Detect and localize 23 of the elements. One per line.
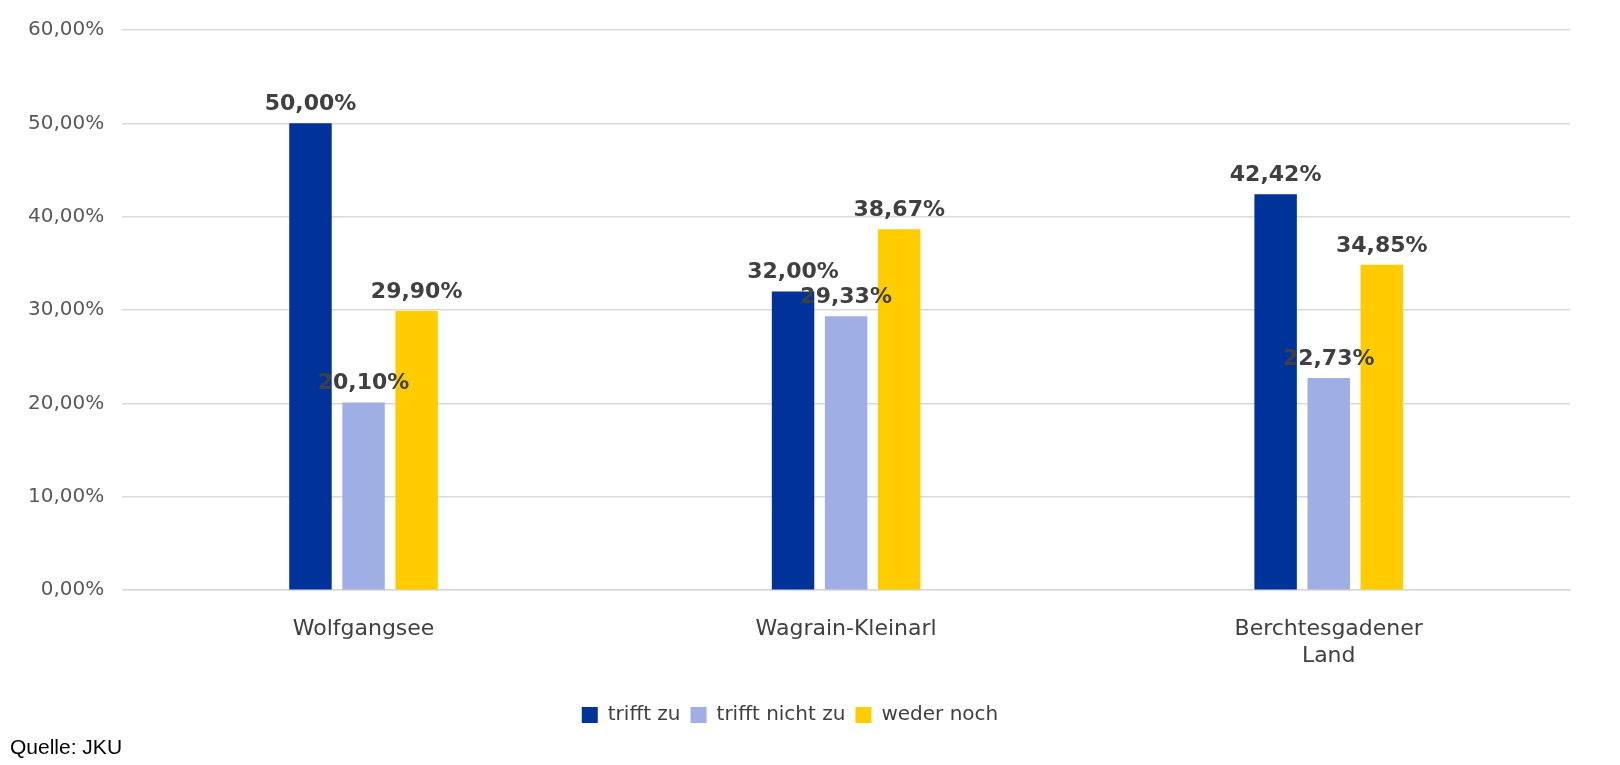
data-label: 32,00% xyxy=(747,258,839,284)
x-tick-label: Wagrain-Kleinarl xyxy=(755,615,937,641)
y-tick-label: 30,00% xyxy=(27,296,105,321)
legend-label: weder noch xyxy=(881,701,999,726)
y-tick-label: 50,00% xyxy=(27,109,105,134)
bar xyxy=(824,316,868,590)
y-tick-label: 0,00% xyxy=(40,576,105,601)
y-tick-label: 40,00% xyxy=(27,202,105,227)
x-tick-label: Berchtesgadener Land xyxy=(1234,615,1424,667)
y-tick-label: 20,00% xyxy=(27,389,105,414)
data-label: 29,90% xyxy=(370,277,463,303)
y-tick-label: 60,00% xyxy=(27,16,105,41)
legend-label: trifft nicht zu xyxy=(716,701,846,726)
legend-label: trifft zu xyxy=(607,701,681,726)
y-tick-label: 10,00% xyxy=(27,483,105,508)
bar xyxy=(1307,377,1350,590)
data-label: 50,00% xyxy=(264,90,357,116)
x-tick-label: Wolfgangsee xyxy=(292,615,435,641)
data-label: 42,42% xyxy=(1229,160,1322,186)
source-note: Quelle: JKU xyxy=(10,735,123,759)
data-label: 34,85% xyxy=(1335,231,1428,257)
data-label: 38,67% xyxy=(853,195,946,221)
bar xyxy=(342,402,385,590)
